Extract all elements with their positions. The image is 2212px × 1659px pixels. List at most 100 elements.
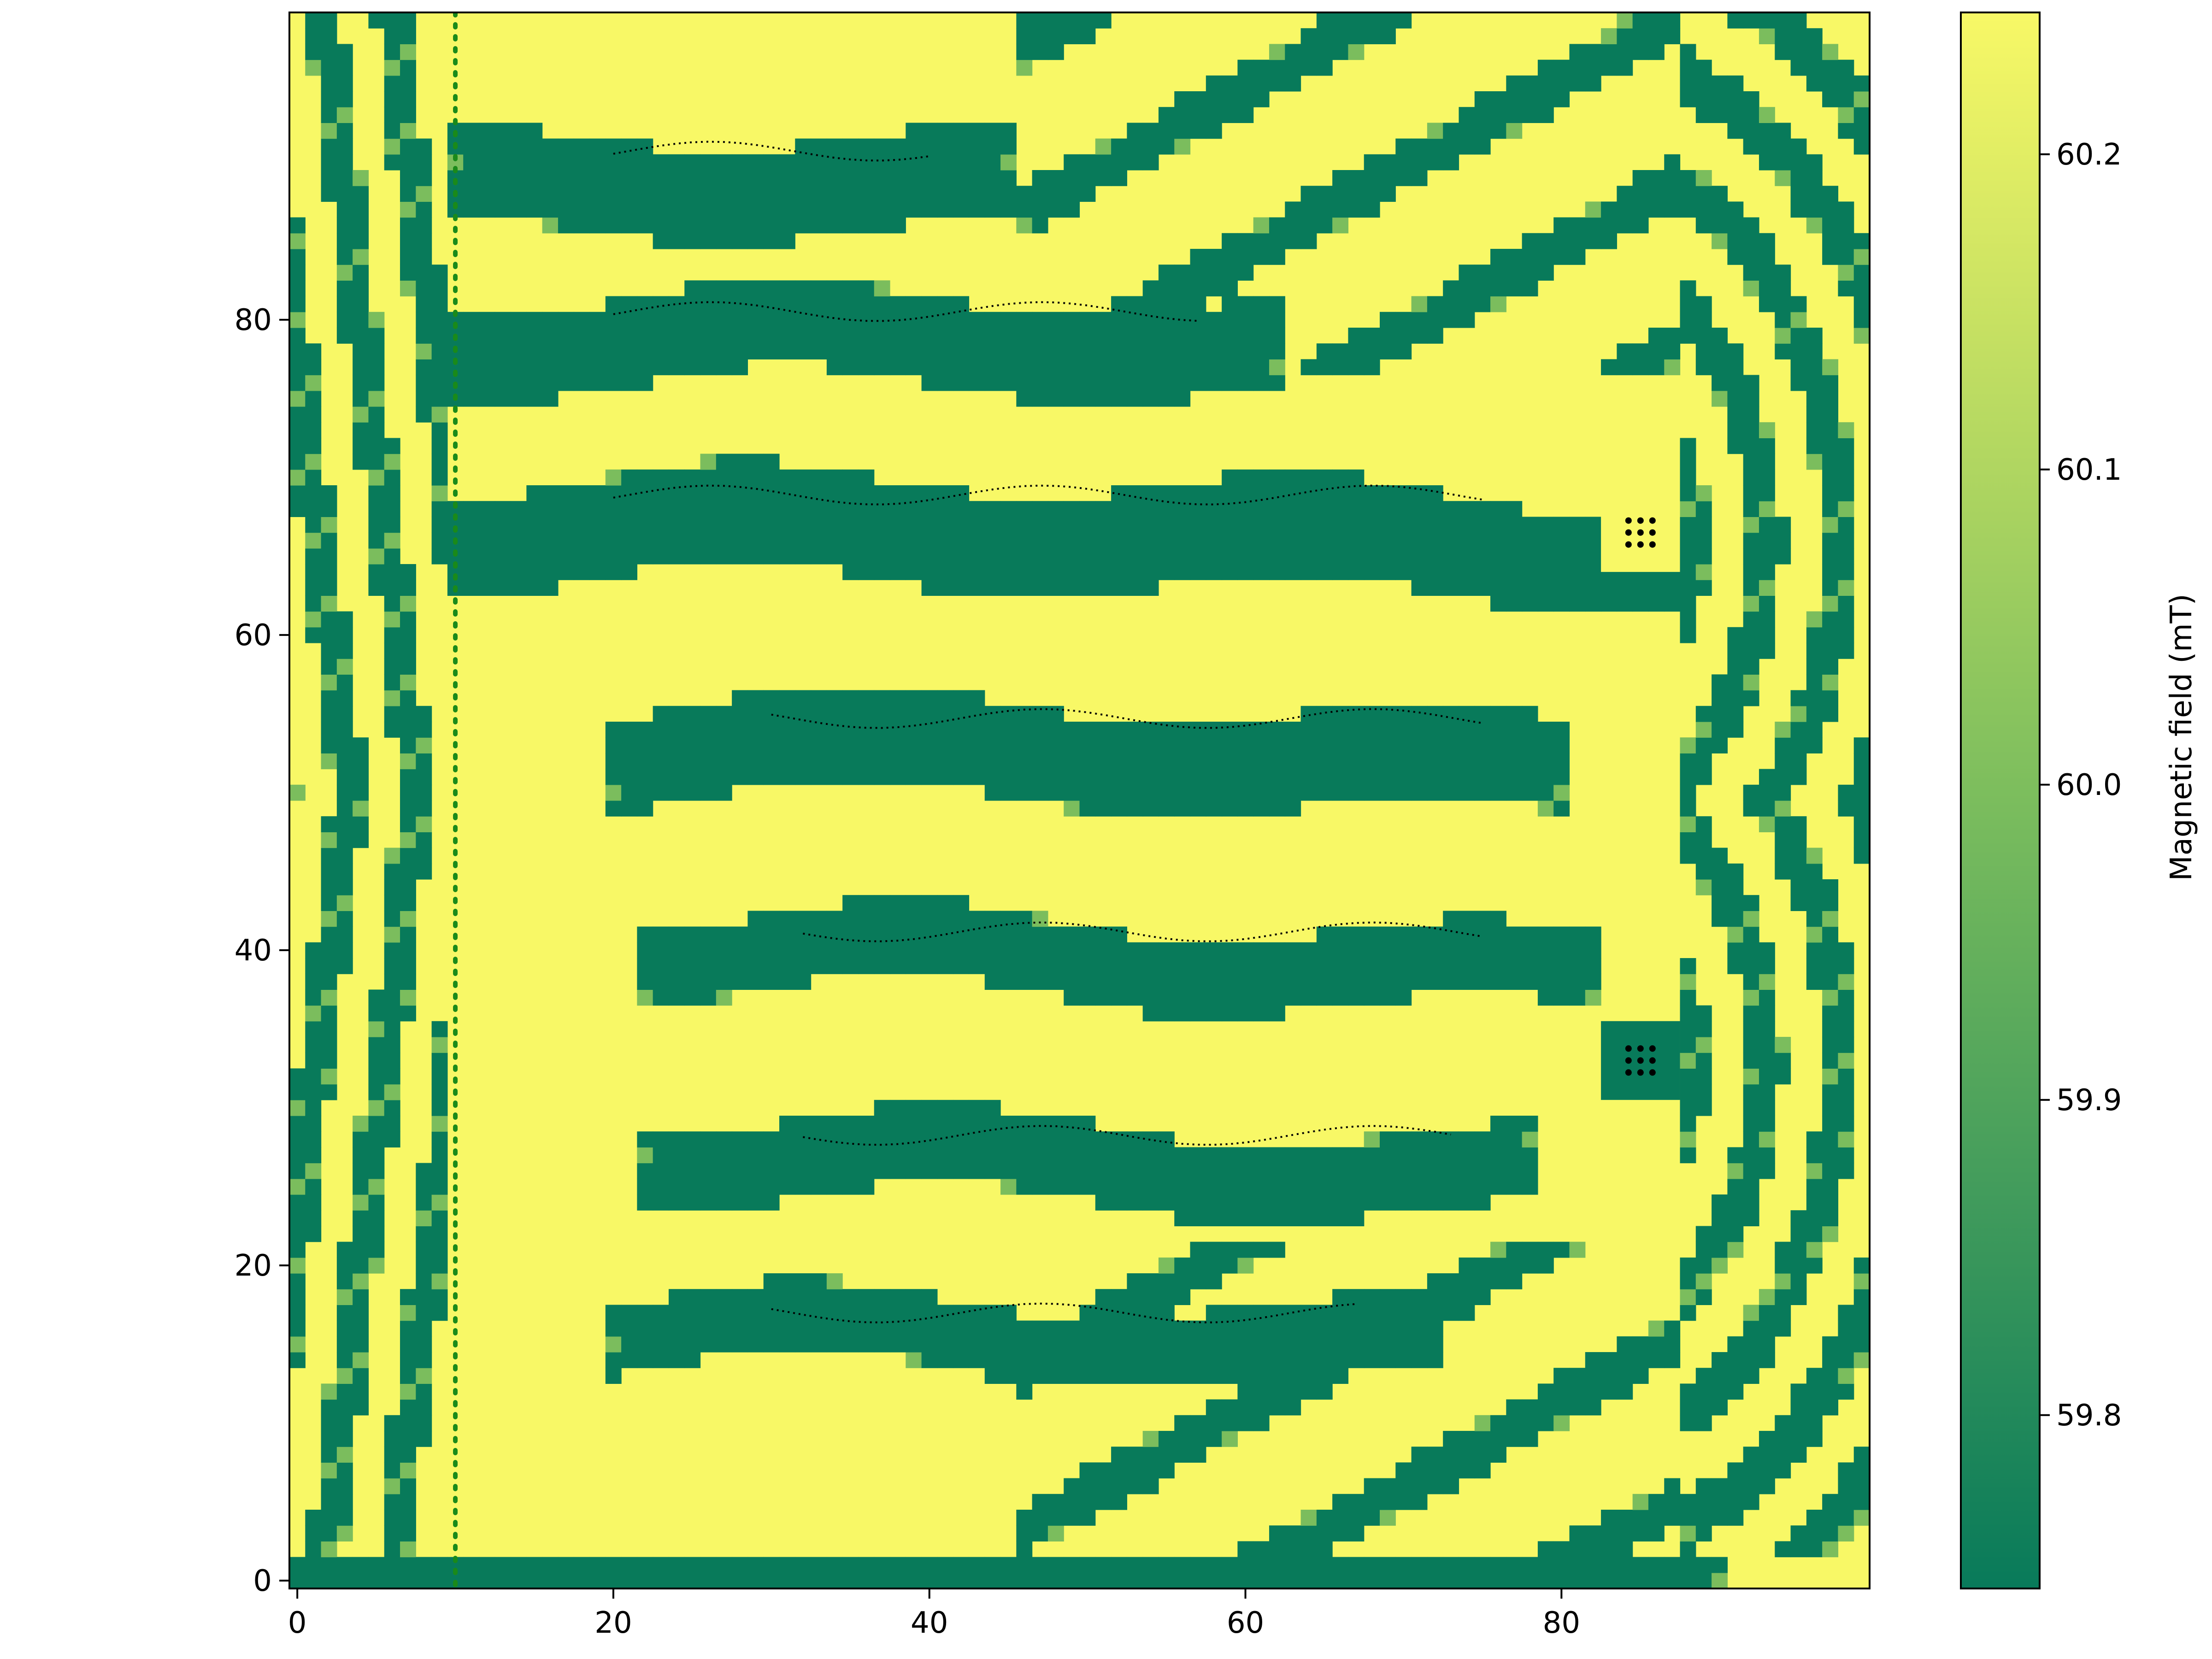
heat-cell — [1300, 217, 1317, 234]
heat-cell — [1380, 1289, 1396, 1305]
heat-cell — [763, 1305, 780, 1321]
heat-cell — [1380, 28, 1396, 44]
heat-cell — [1853, 107, 1870, 123]
heat-cell — [1237, 800, 1254, 817]
heat-cell — [1712, 1210, 1728, 1226]
heat-cell — [1316, 44, 1333, 60]
heat-cell — [1047, 186, 1064, 202]
heat-cell — [384, 1131, 400, 1147]
heat-cell — [1222, 784, 1238, 801]
heat-cell — [1537, 595, 1554, 612]
heat-cell — [1032, 517, 1048, 533]
heat-cell — [1664, 359, 1681, 376]
heat-cell — [1079, 1557, 1096, 1573]
heat-cell — [684, 1147, 701, 1164]
heat-cell — [1016, 1510, 1033, 1526]
heat-cell — [558, 201, 574, 218]
heat-cell — [1459, 737, 1475, 753]
heat-cell — [384, 611, 400, 628]
heat-cell — [1838, 1525, 1854, 1541]
heat-cell — [400, 784, 416, 801]
heat-cell — [653, 154, 669, 171]
heat-cell — [1395, 958, 1412, 974]
heat-cell — [1079, 942, 1096, 959]
heat-cell — [1411, 1572, 1428, 1588]
heat-cell — [1617, 1510, 1633, 1526]
heat-cell — [1537, 107, 1554, 123]
heat-cell — [1790, 296, 1807, 312]
heat-cell — [1806, 28, 1823, 44]
heat-cell — [1759, 469, 1775, 486]
heat-cell — [1111, 548, 1127, 565]
heat-cell — [1380, 1352, 1396, 1368]
heat-cell — [353, 1557, 369, 1573]
heat-cell — [1680, 832, 1696, 848]
heat-cell — [842, 737, 859, 753]
heat-cell — [906, 517, 922, 533]
heat-cell — [1712, 863, 1728, 880]
heat-cell — [1680, 548, 1696, 565]
heat-cell — [1222, 233, 1238, 249]
heat-cell — [1506, 1163, 1523, 1179]
heat-cell — [1695, 296, 1712, 312]
heat-cell — [937, 942, 953, 959]
heat-cell — [1000, 154, 1017, 171]
heat-cell — [700, 217, 717, 234]
heat-cell — [1190, 1257, 1206, 1274]
heat-cell — [353, 328, 369, 344]
heat-cell — [858, 942, 875, 959]
heat-cell — [526, 517, 543, 533]
heat-cell — [826, 706, 843, 722]
heat-cell — [1142, 343, 1159, 359]
heat-cell — [795, 343, 812, 359]
heat-cell — [1332, 186, 1349, 202]
heat-cell — [336, 643, 353, 659]
heat-cell — [1222, 1305, 1238, 1321]
heat-cell — [1000, 1305, 1017, 1321]
heat-cell — [1617, 217, 1633, 234]
heat-cell — [1680, 296, 1696, 312]
heat-cell — [384, 879, 400, 895]
heat-cell — [763, 312, 780, 328]
heat-cell — [1174, 1431, 1191, 1447]
heat-cell — [858, 1557, 875, 1573]
heat-cell — [1127, 800, 1143, 817]
heat-cell — [1364, 343, 1380, 359]
heat-cell — [1174, 1210, 1191, 1226]
heat-cell — [1712, 895, 1728, 911]
heat-cell — [1380, 706, 1396, 722]
heat-cell — [1158, 107, 1175, 123]
heat-cell — [1743, 406, 1759, 423]
heat-cell — [1490, 296, 1506, 312]
heat-cell — [1095, 958, 1112, 974]
heat-cell — [1775, 1037, 1791, 1053]
heat-cell — [795, 548, 812, 565]
heat-cell — [400, 265, 416, 281]
heat-cell — [795, 138, 812, 155]
heat-cell — [384, 438, 400, 454]
heat-cell — [431, 1226, 448, 1242]
heat-cell — [732, 1178, 748, 1195]
heat-cell — [1016, 44, 1033, 60]
heat-cell — [1474, 280, 1491, 297]
heat-cell — [1364, 1494, 1380, 1510]
heat-cell — [321, 611, 337, 628]
heat-cell — [1142, 1462, 1159, 1479]
heat-cell — [1743, 1100, 1759, 1116]
heat-cell — [400, 107, 416, 123]
heat-cell — [937, 706, 953, 722]
heat-cell — [1459, 1257, 1475, 1274]
heat-cell — [1585, 942, 1601, 959]
heat-cell — [716, 1320, 732, 1337]
heat-cell — [1695, 91, 1712, 107]
heat-cell — [1822, 1100, 1839, 1116]
heat-cell — [1079, 989, 1096, 1006]
heat-cell — [763, 1320, 780, 1337]
heat-cell — [1806, 390, 1823, 407]
heat-cell — [1064, 989, 1080, 1006]
heat-cell — [1095, 1572, 1112, 1588]
heat-cell — [463, 564, 480, 580]
heat-cell — [1269, 1147, 1285, 1164]
heat-cell — [1079, 28, 1096, 44]
heat-cell — [1806, 659, 1823, 675]
